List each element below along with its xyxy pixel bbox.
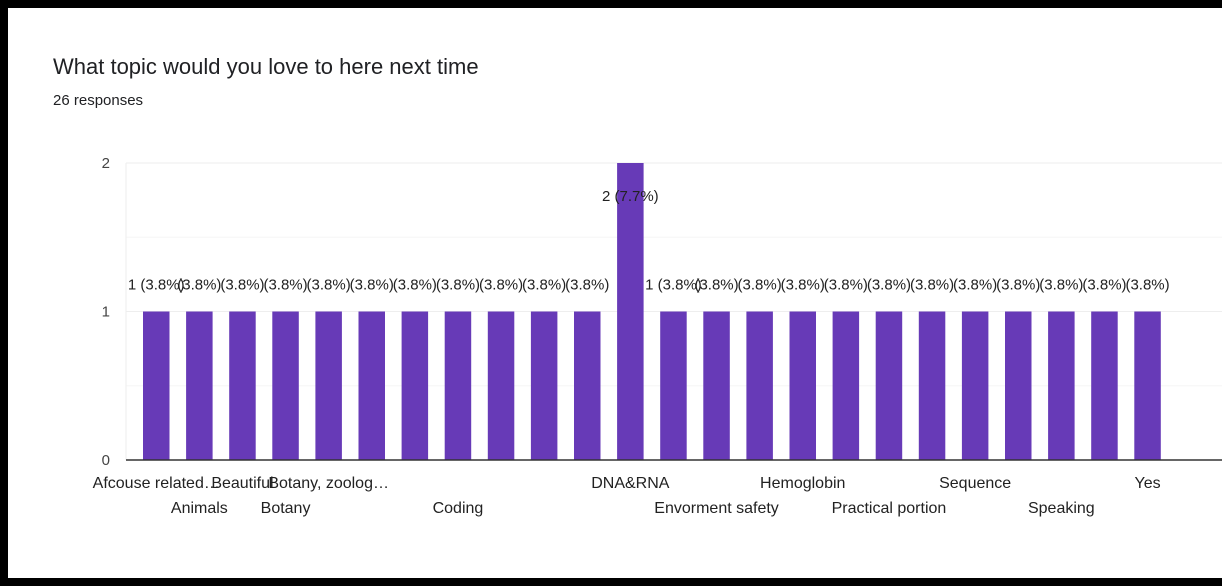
bar[interactable] xyxy=(272,311,299,461)
bar[interactable] xyxy=(1134,311,1161,461)
bar[interactable] xyxy=(746,311,773,461)
data-label: (3.8%) xyxy=(1125,277,1169,294)
y-tick-label: 1 xyxy=(102,304,110,321)
response-count: 26 responses xyxy=(53,92,144,109)
data-label: (3.8%) xyxy=(350,277,394,294)
x-category-label: Hemoglobin xyxy=(760,475,845,492)
bar[interactable] xyxy=(617,163,644,460)
x-category-label: Yes xyxy=(1134,475,1160,492)
data-label: (3.8%) xyxy=(1039,277,1083,294)
x-category-label: Botany xyxy=(261,500,311,517)
y-tick-label: 0 xyxy=(102,452,110,469)
data-label: (3.8%) xyxy=(565,277,609,294)
x-category-label: Coding xyxy=(433,500,484,517)
x-category-label: Practical portion xyxy=(832,500,947,517)
data-label: (3.8%) xyxy=(1082,277,1126,294)
bar[interactable] xyxy=(358,311,386,461)
bar[interactable] xyxy=(961,311,989,461)
bar[interactable] xyxy=(401,311,429,461)
bar[interactable] xyxy=(832,311,860,461)
x-category-label: Sequence xyxy=(939,475,1011,492)
data-label: (3.8%) xyxy=(824,277,868,294)
data-label: (3.8%) xyxy=(738,277,782,294)
x-category-label: Beautiful xyxy=(211,475,273,492)
data-label: (3.8%) xyxy=(436,277,480,294)
data-label: (3.8%) xyxy=(781,277,825,294)
chart-title: What topic would you love to here next t… xyxy=(53,54,479,79)
bar[interactable] xyxy=(229,311,256,461)
data-label: (3.8%) xyxy=(263,277,307,294)
bar[interactable] xyxy=(1005,311,1032,461)
x-category-label: Envorment safety xyxy=(654,500,779,517)
data-label: (3.8%) xyxy=(177,277,221,294)
data-label: (3.8%) xyxy=(220,277,264,294)
data-label: 1 (3.8%) xyxy=(128,277,185,294)
bar[interactable] xyxy=(1048,311,1075,461)
data-label: (3.8%) xyxy=(996,277,1040,294)
data-label: 1 (3.8%) xyxy=(645,277,702,294)
x-category-label: Animals xyxy=(171,500,228,517)
x-category-label: Botany, zoolog… xyxy=(268,475,389,492)
data-label: (3.8%) xyxy=(867,277,911,294)
x-category-label: Afcouse related… xyxy=(93,475,220,492)
bar[interactable] xyxy=(143,311,170,461)
bar[interactable] xyxy=(660,311,687,461)
bar[interactable] xyxy=(918,311,946,461)
bar[interactable] xyxy=(315,311,342,461)
bar[interactable] xyxy=(186,311,213,461)
data-label: 2 (7.7%) xyxy=(602,188,659,205)
data-label: (3.8%) xyxy=(307,277,351,294)
data-label: (3.8%) xyxy=(953,277,997,294)
bar[interactable] xyxy=(487,311,515,461)
data-label: (3.8%) xyxy=(393,277,437,294)
bar[interactable] xyxy=(574,311,601,461)
data-label: (3.8%) xyxy=(479,277,523,294)
bar[interactable] xyxy=(530,311,558,461)
bar[interactable] xyxy=(703,311,730,461)
data-label: (3.8%) xyxy=(910,277,954,294)
x-category-label: DNA&RNA xyxy=(591,475,670,492)
data-label: (3.8%) xyxy=(694,277,738,294)
bar[interactable] xyxy=(444,311,472,461)
chart-card: What topic would you love to here next t… xyxy=(8,8,1222,578)
bar[interactable] xyxy=(1091,311,1118,461)
x-category-label: Speaking xyxy=(1028,500,1095,517)
bar[interactable] xyxy=(789,311,817,461)
data-label: (3.8%) xyxy=(522,277,566,294)
bar[interactable] xyxy=(875,311,903,461)
y-tick-label: 2 xyxy=(102,155,110,172)
